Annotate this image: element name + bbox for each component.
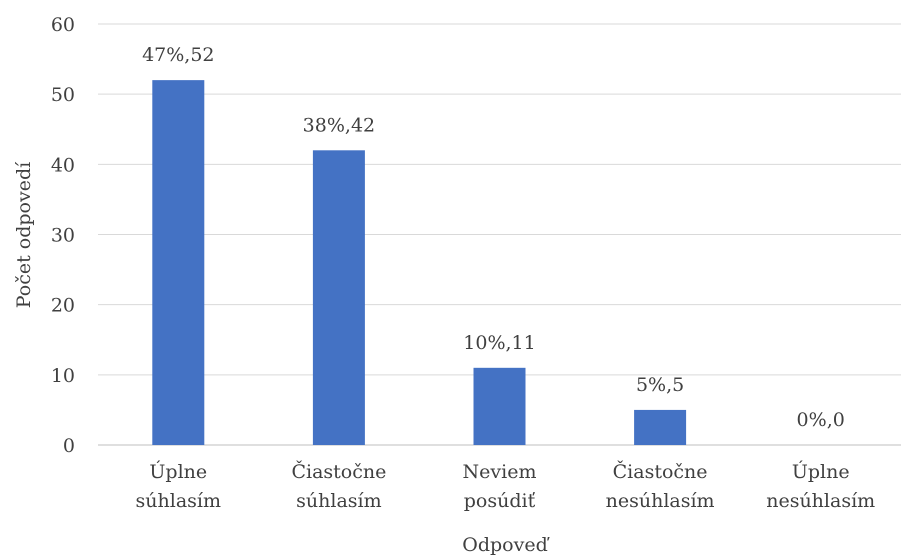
category-label: Úplne nesúhlasím <box>766 460 875 512</box>
data-label: 38%,42 <box>303 114 375 136</box>
category-label: Úplne súhlasím <box>136 460 221 512</box>
data-label: 5%,5 <box>636 374 684 396</box>
data-label: 0%,0 <box>797 409 845 431</box>
bar <box>152 80 205 445</box>
category-label: Neviem posúdiť <box>463 461 537 512</box>
bar <box>473 367 526 445</box>
y-axis-title: Počet odpovedí <box>13 161 35 308</box>
category-label: Čiastočne súhlasím <box>291 460 386 512</box>
y-tick-label: 30 <box>51 225 75 247</box>
y-tick-label: 40 <box>51 154 75 176</box>
x-axis-title: Odpoveď <box>462 534 550 556</box>
y-tick-label: 0 <box>63 435 75 457</box>
data-label: 10%,11 <box>463 332 535 354</box>
category-label: Čiastočne nesúhlasím <box>606 460 715 512</box>
gridlines <box>98 23 901 446</box>
category-labels: Úplne súhlasím Čiastočne súhlasím Neviem posú… <box>136 460 876 512</box>
y-tick-label: 60 <box>51 14 75 36</box>
bar <box>312 150 365 446</box>
bars <box>152 80 687 446</box>
y-tick-label: 20 <box>51 295 75 317</box>
y-axis-ticks: 0 10 20 30 40 50 60 <box>51 14 75 457</box>
data-label: 47%,52 <box>142 44 214 66</box>
y-tick-label: 50 <box>51 84 75 106</box>
y-tick-label: 10 <box>51 365 75 387</box>
data-labels: 47%,52 38%,42 10%,11 5%,5 0%,0 <box>142 44 845 431</box>
bar <box>634 409 687 445</box>
